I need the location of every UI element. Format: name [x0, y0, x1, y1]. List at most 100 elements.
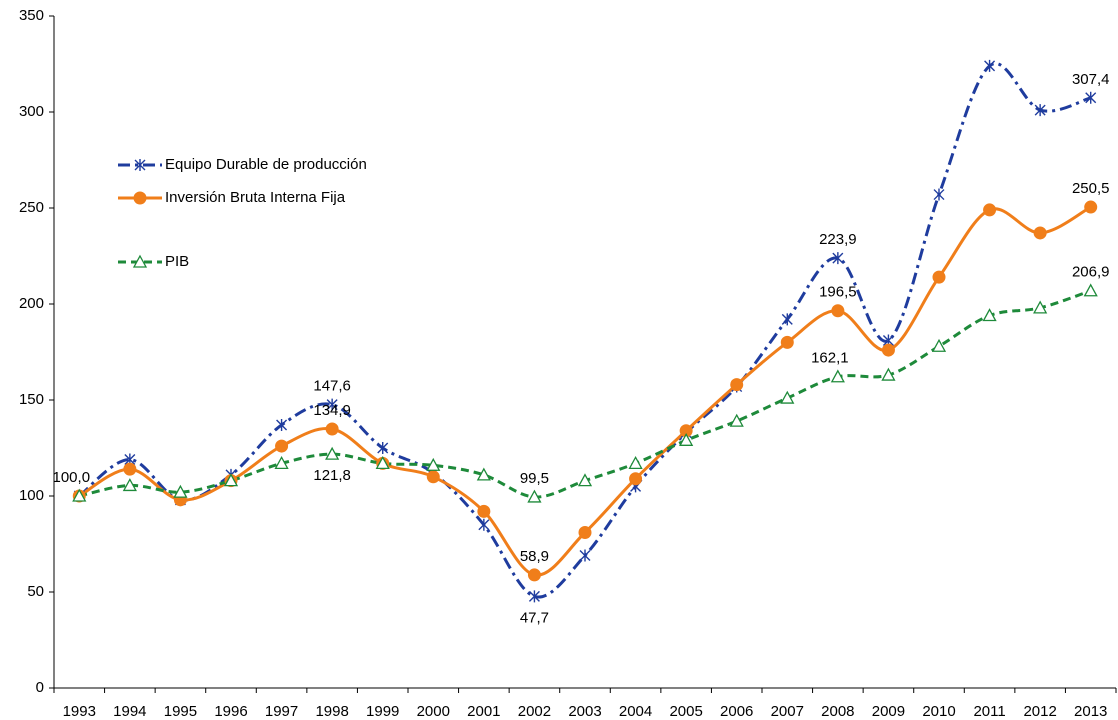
x-tick-label: 1994	[113, 703, 146, 720]
y-tick-label: 0	[36, 679, 44, 696]
y-tick-label: 100	[19, 487, 44, 504]
data-point	[325, 422, 339, 436]
data-point	[527, 489, 542, 503]
data-point	[426, 470, 440, 484]
data-point	[377, 442, 389, 454]
data-point	[1033, 226, 1047, 240]
data-point	[276, 418, 288, 431]
value-label: 196,5	[819, 284, 857, 301]
y-tick-label: 50	[27, 583, 44, 600]
value-label: 307,4	[1072, 71, 1110, 88]
data-point	[932, 270, 946, 284]
data-point	[579, 549, 591, 562]
x-tick-label: 2003	[568, 703, 601, 720]
x-tick-label: 2004	[619, 703, 652, 720]
legend-marker	[133, 191, 147, 205]
data-point	[1085, 91, 1097, 104]
data-point	[1083, 283, 1098, 297]
data-point	[375, 456, 390, 470]
data-point	[729, 413, 744, 427]
data-point	[830, 369, 845, 383]
y-tick-label: 350	[19, 7, 44, 24]
data-point	[628, 456, 643, 470]
data-point	[326, 398, 338, 411]
legend-marker	[134, 159, 146, 171]
x-tick-label: 2000	[417, 703, 450, 720]
data-point	[881, 343, 895, 357]
data-point	[1034, 104, 1046, 117]
data-point	[123, 462, 137, 476]
data-point	[122, 478, 137, 492]
legend-marker	[132, 254, 148, 268]
x-tick-label: 1998	[315, 703, 348, 720]
data-point	[578, 525, 592, 539]
x-tick-label: 1995	[164, 703, 197, 720]
y-tick-label: 250	[19, 199, 44, 216]
x-tick-label: 2007	[771, 703, 804, 720]
legend-label: Equipo Durable de producción	[165, 156, 367, 173]
data-point	[780, 390, 795, 404]
value-label: 206,9	[1072, 264, 1110, 281]
x-tick-label: 2002	[518, 703, 551, 720]
x-tick-label: 2011	[973, 703, 1005, 720]
x-tick-label: 2008	[821, 703, 854, 720]
x-tick-label: 2006	[720, 703, 753, 720]
y-tick-label: 150	[19, 391, 44, 408]
y-tick-label: 300	[19, 103, 44, 120]
data-point	[577, 473, 593, 487]
legend-label: Inversión Bruta Interna Fija	[165, 189, 346, 206]
data-point	[477, 504, 491, 518]
series-line	[78, 62, 1092, 599]
data-point	[931, 338, 947, 352]
data-point	[426, 457, 441, 471]
value-label: 147,6	[313, 378, 351, 395]
x-tick-label: 2005	[669, 703, 702, 720]
x-tick-label: 2012	[1023, 703, 1056, 720]
data-point	[527, 568, 541, 582]
data-point	[982, 308, 997, 322]
data-point	[984, 59, 996, 72]
data-point	[275, 439, 289, 453]
data-point	[983, 203, 997, 217]
data-point	[831, 304, 845, 318]
data-point	[832, 252, 844, 265]
data-point	[173, 484, 188, 498]
y-tick-label: 200	[19, 295, 44, 312]
data-point	[1033, 300, 1048, 314]
data-point	[223, 473, 239, 487]
value-label: 100,0	[53, 469, 91, 486]
data-point	[274, 456, 289, 470]
x-tick-label: 2001	[467, 703, 500, 720]
data-point	[1084, 200, 1098, 214]
value-label: 250,5	[1072, 180, 1110, 197]
x-tick-label: 2010	[922, 703, 955, 720]
x-tick-label: 2013	[1074, 703, 1107, 720]
data-point	[780, 335, 794, 349]
value-label: 134,9	[313, 402, 351, 419]
value-label: 162,1	[811, 350, 849, 367]
value-label: 99,5	[520, 470, 549, 487]
data-point	[933, 188, 945, 201]
data-point	[730, 378, 744, 392]
value-label: 58,9	[520, 548, 549, 565]
data-point	[629, 472, 643, 486]
legend-label: PIB	[165, 253, 189, 270]
data-point	[781, 313, 793, 326]
x-tick-label: 1993	[63, 703, 96, 720]
series-line	[78, 289, 1092, 499]
data-point	[478, 518, 490, 531]
value-label: 47,7	[520, 609, 549, 626]
data-point	[528, 590, 540, 603]
data-point	[476, 467, 491, 481]
data-point	[325, 446, 340, 460]
x-tick-label: 1999	[366, 703, 399, 720]
x-tick-label: 1997	[265, 703, 298, 720]
series-line	[78, 205, 1092, 577]
x-tick-label: 2009	[872, 703, 905, 720]
data-point	[679, 432, 694, 446]
data-point	[881, 367, 896, 381]
value-label: 223,9	[819, 231, 857, 248]
value-label: 121,8	[313, 467, 351, 484]
x-tick-label: 1996	[214, 703, 247, 720]
